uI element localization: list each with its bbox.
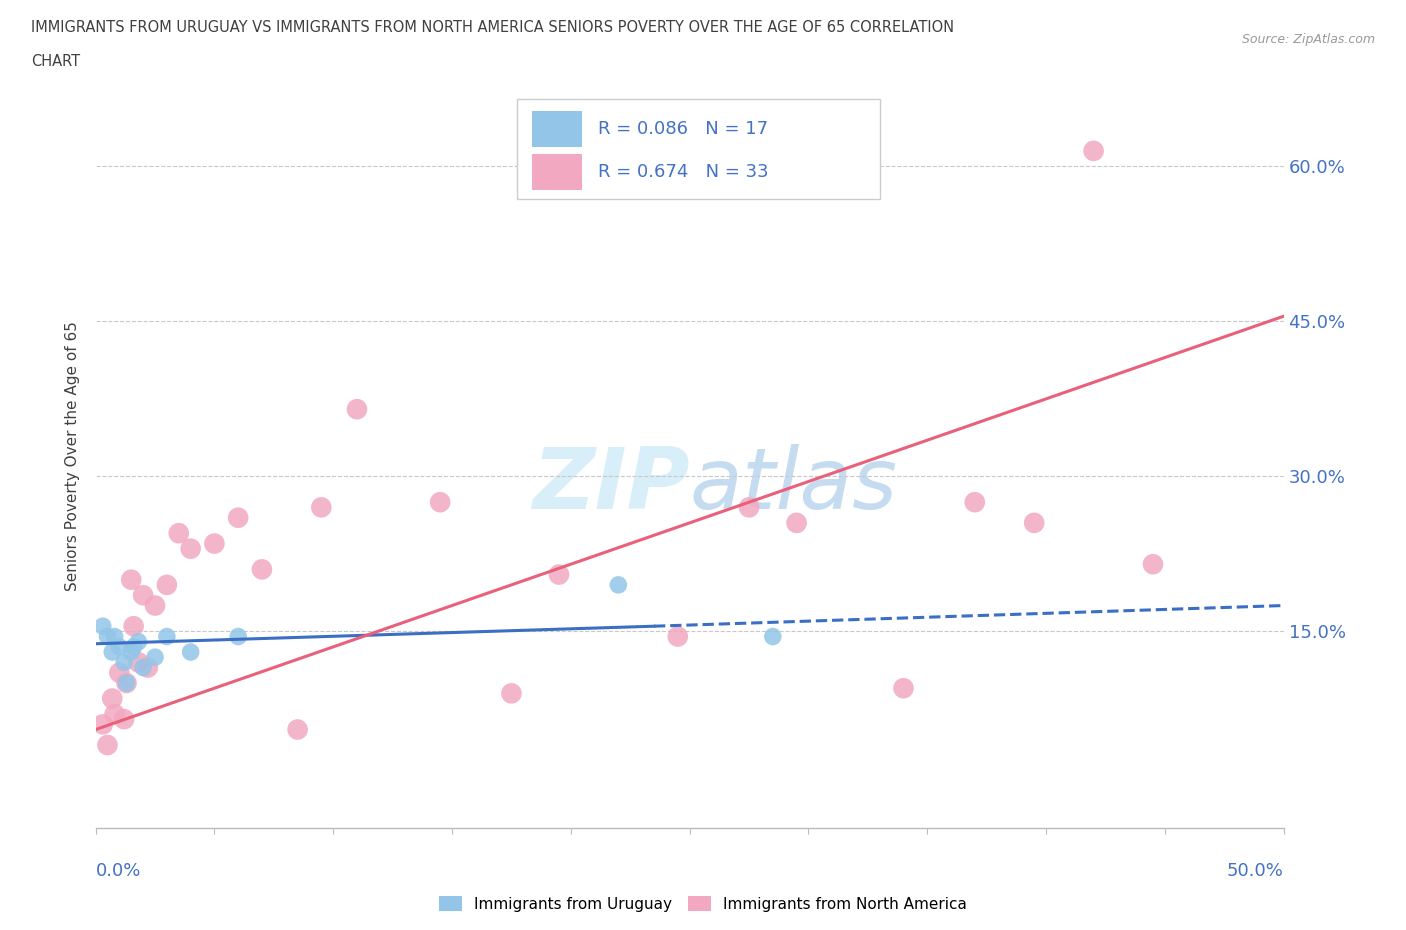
Point xyxy=(115,675,138,690)
Point xyxy=(120,572,142,587)
Point xyxy=(112,711,135,726)
Point xyxy=(1024,515,1046,530)
Point xyxy=(156,578,179,592)
Y-axis label: Seniors Poverty Over the Age of 65: Seniors Poverty Over the Age of 65 xyxy=(65,321,80,591)
Point xyxy=(501,686,523,701)
Point xyxy=(311,500,333,515)
Point xyxy=(429,495,451,510)
Point xyxy=(607,578,630,592)
Point xyxy=(548,567,571,582)
Text: 50.0%: 50.0% xyxy=(1227,862,1284,880)
Point xyxy=(963,495,986,510)
Point xyxy=(250,562,273,577)
Point xyxy=(120,644,142,659)
Text: atlas: atlas xyxy=(690,444,897,527)
Point xyxy=(738,500,761,515)
Point xyxy=(143,598,166,613)
Point xyxy=(204,536,226,551)
Point xyxy=(287,722,309,737)
Point xyxy=(127,634,149,649)
Point xyxy=(1142,557,1164,572)
Point xyxy=(1083,143,1105,158)
FancyBboxPatch shape xyxy=(531,112,582,147)
Point xyxy=(132,660,155,675)
Point xyxy=(96,629,118,644)
Text: CHART: CHART xyxy=(31,54,80,69)
Point xyxy=(122,618,145,633)
FancyBboxPatch shape xyxy=(531,154,582,190)
Point xyxy=(136,660,159,675)
Text: ZIP: ZIP xyxy=(531,444,690,527)
Point xyxy=(226,511,249,525)
Text: R = 0.086   N = 17: R = 0.086 N = 17 xyxy=(598,120,768,138)
Point xyxy=(226,629,249,644)
Point xyxy=(666,629,689,644)
Text: R = 0.674   N = 33: R = 0.674 N = 33 xyxy=(598,164,769,181)
Point xyxy=(180,541,202,556)
Point xyxy=(91,618,114,633)
Point xyxy=(122,640,145,655)
Point xyxy=(167,525,190,540)
Point xyxy=(127,655,149,670)
Point xyxy=(108,640,131,655)
Point xyxy=(132,588,155,603)
Point xyxy=(180,644,202,659)
Point xyxy=(96,737,118,752)
Point xyxy=(346,402,368,417)
Text: IMMIGRANTS FROM URUGUAY VS IMMIGRANTS FROM NORTH AMERICA SENIORS POVERTY OVER TH: IMMIGRANTS FROM URUGUAY VS IMMIGRANTS FR… xyxy=(31,20,955,35)
Text: 0.0%: 0.0% xyxy=(96,862,141,880)
Point xyxy=(104,707,127,722)
Point xyxy=(786,515,808,530)
Legend: Immigrants from Uruguay, Immigrants from North America: Immigrants from Uruguay, Immigrants from… xyxy=(433,889,973,918)
Point xyxy=(762,629,785,644)
Point xyxy=(143,650,166,665)
FancyBboxPatch shape xyxy=(517,99,880,199)
Point xyxy=(156,629,179,644)
Text: Source: ZipAtlas.com: Source: ZipAtlas.com xyxy=(1241,33,1375,46)
Point xyxy=(104,629,127,644)
Point xyxy=(101,691,124,706)
Point xyxy=(108,665,131,680)
Point xyxy=(112,655,135,670)
Point xyxy=(115,675,138,690)
Point xyxy=(91,717,114,732)
Point xyxy=(101,644,124,659)
Point xyxy=(893,681,915,696)
